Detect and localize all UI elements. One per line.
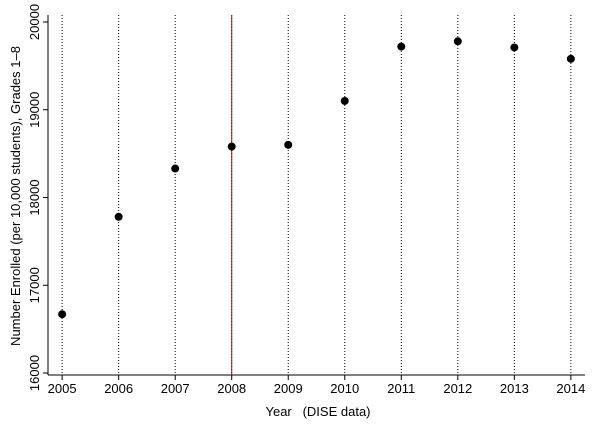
x-tick-label: 2014 (556, 381, 585, 396)
x-tick-label: 2007 (161, 381, 190, 396)
x-tick-label: 2010 (330, 381, 359, 396)
y-tick-label: 16000 (27, 355, 42, 391)
x-tick-label: 2013 (500, 381, 529, 396)
point (566, 54, 575, 63)
x-tick-label: 2005 (48, 381, 77, 396)
y-tick-label: 17000 (27, 267, 42, 303)
point (453, 37, 462, 46)
point (114, 212, 123, 221)
point (510, 43, 519, 52)
x-tick-label: 2006 (104, 381, 133, 396)
x-tick-label: 2012 (443, 381, 472, 396)
point (227, 142, 236, 151)
point (171, 164, 180, 173)
y-tick-label: 19000 (27, 92, 42, 128)
point (58, 310, 67, 319)
x-tick-label: 2008 (217, 381, 246, 396)
x-tick-label: 2011 (387, 381, 415, 396)
x-axis-title: Year (DISE data) (265, 404, 370, 419)
point (284, 140, 293, 149)
y-tick-label: 18000 (27, 179, 42, 215)
y-tick-label: 20000 (27, 4, 42, 40)
y-axis-title: Number Enrolled (per 10,000 students), G… (8, 46, 23, 346)
point (397, 42, 406, 51)
x-tick-label: 2009 (274, 381, 303, 396)
point (340, 96, 349, 105)
